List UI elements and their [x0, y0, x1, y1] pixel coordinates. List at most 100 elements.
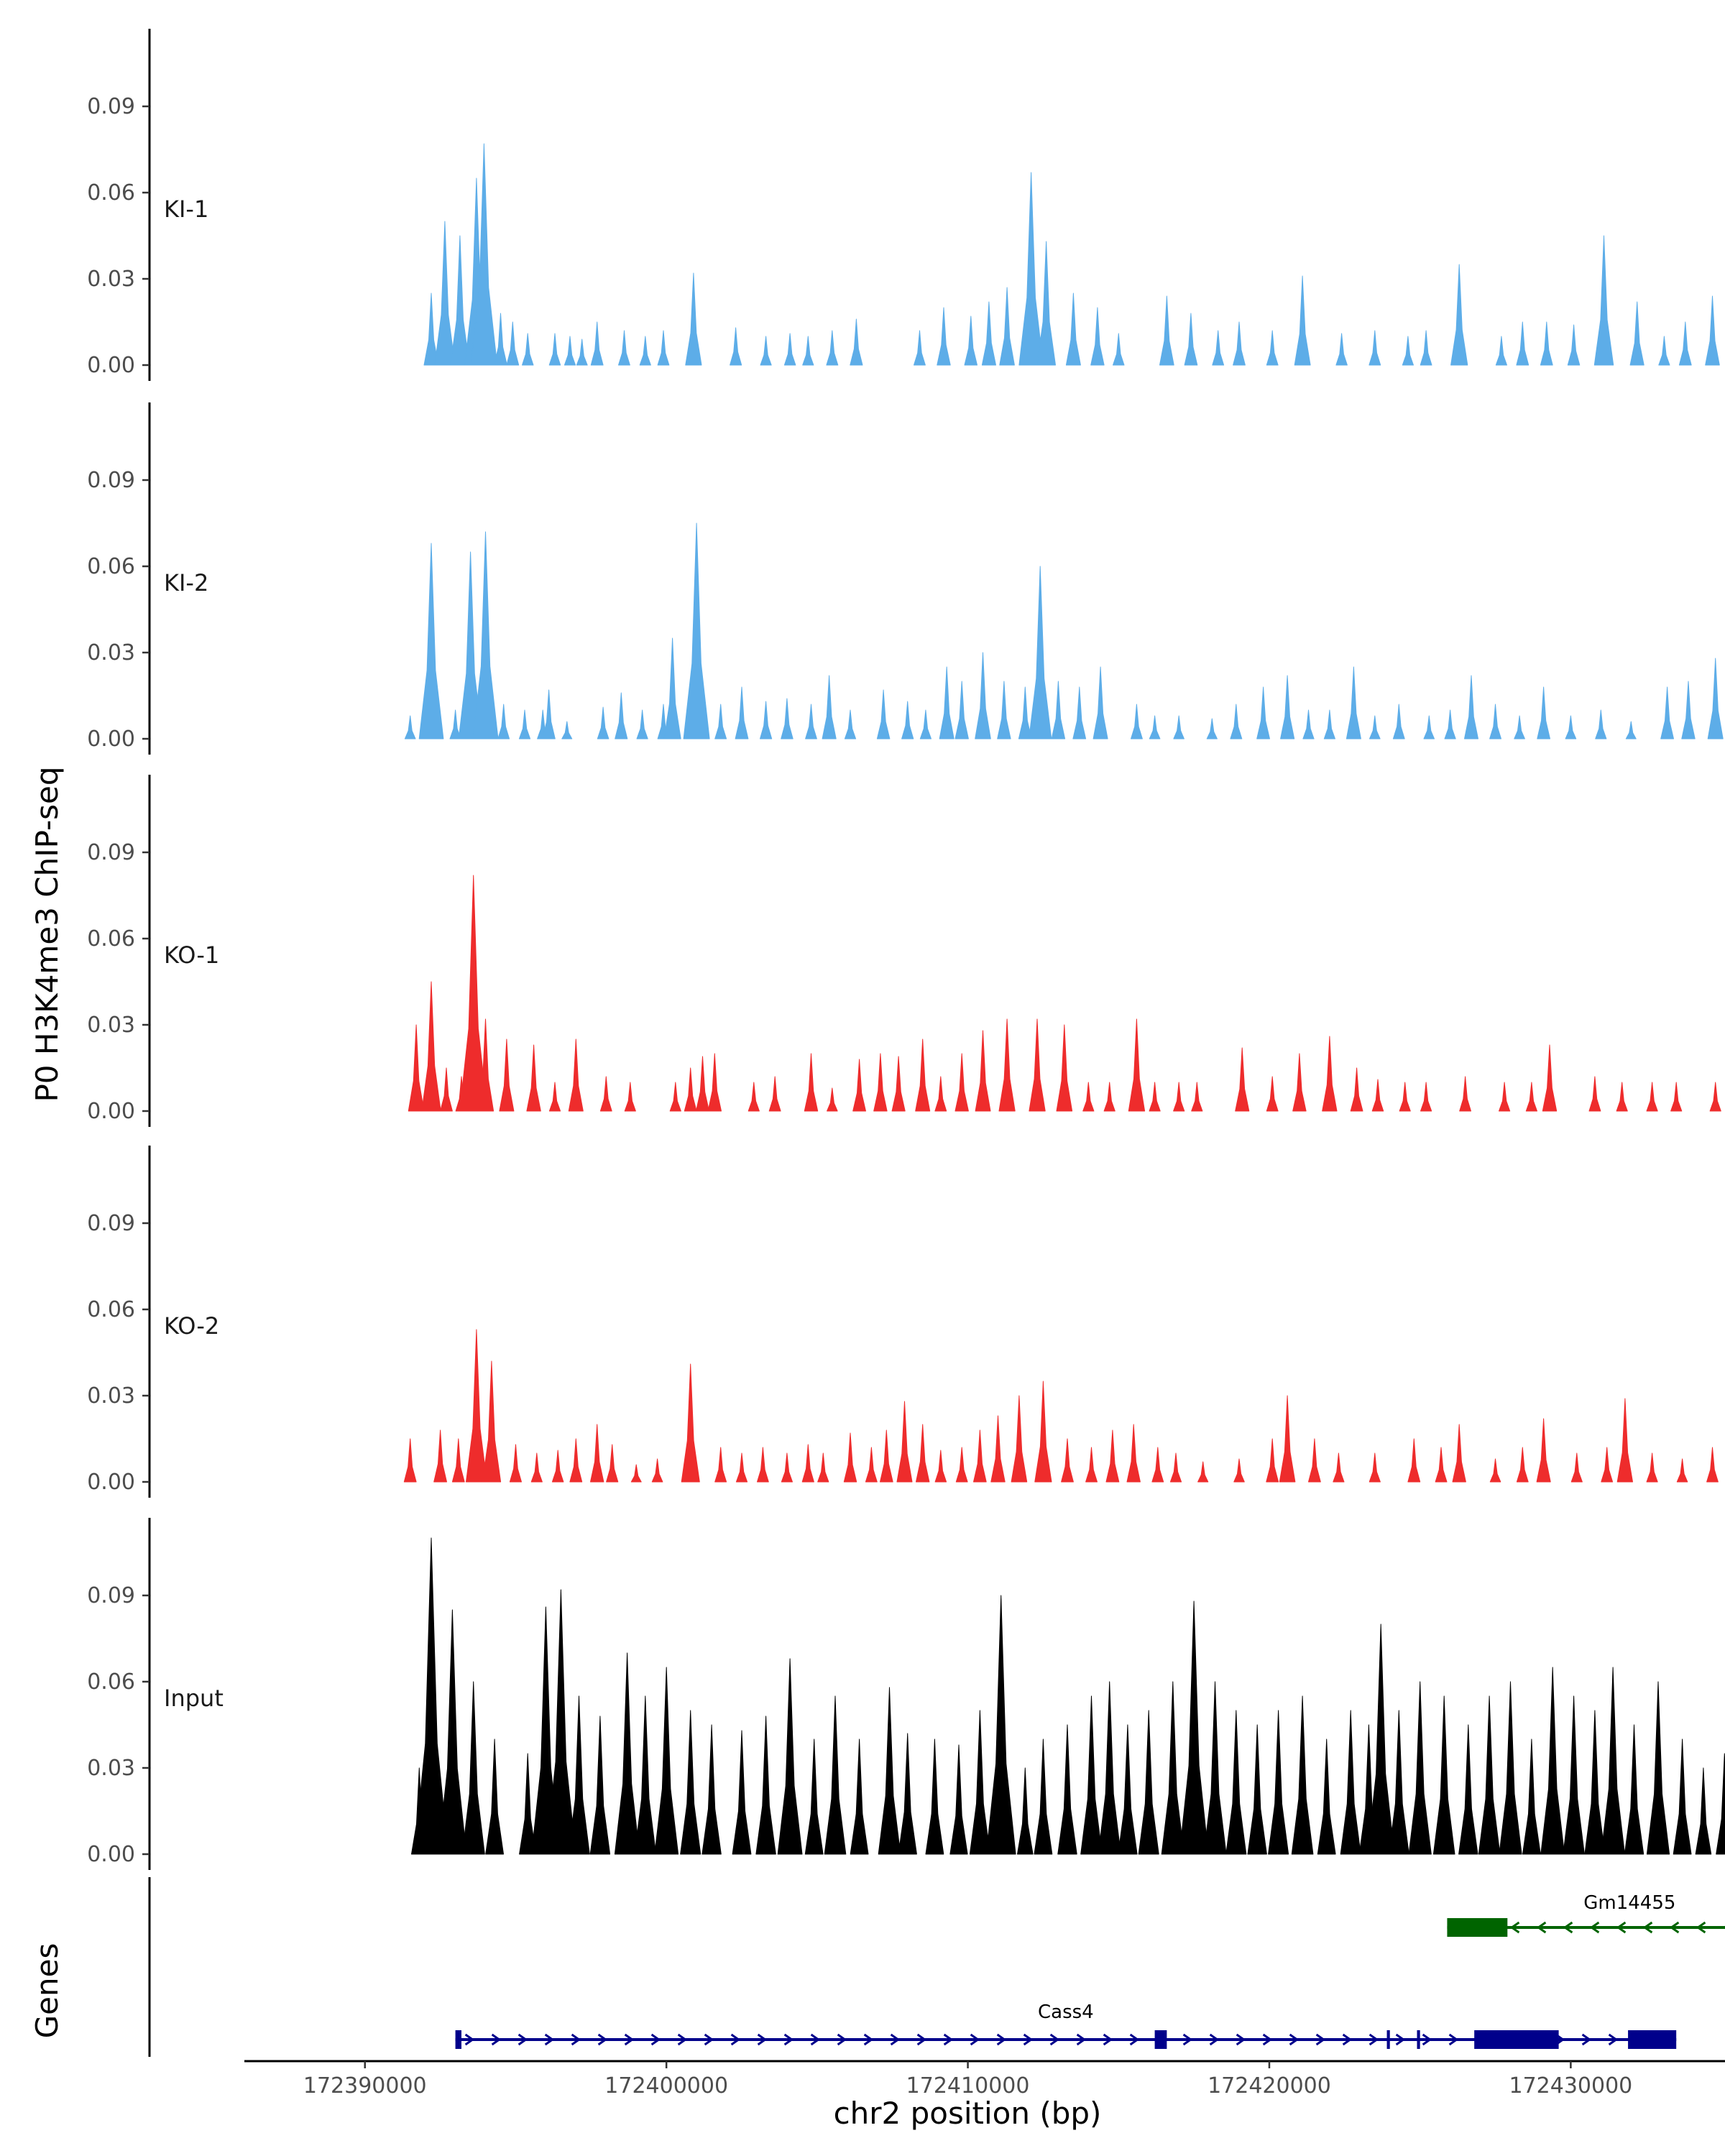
signal-peak: [506, 321, 520, 366]
signal-peak: [1266, 1076, 1279, 1112]
x-tick-label: 172420000: [1208, 2073, 1331, 2099]
strand-arrow: [1289, 2033, 1300, 2046]
signal-peak: [1408, 1681, 1432, 1855]
signal-peak: [1085, 1447, 1098, 1483]
signal-peak: [561, 721, 573, 740]
signal-peak: [1161, 1681, 1184, 1855]
signal-peak: [551, 1450, 564, 1483]
signal-peak: [1203, 1681, 1227, 1855]
signal-peak: [748, 1082, 760, 1112]
signal-peak: [630, 1464, 642, 1483]
signal-peak: [1173, 715, 1184, 740]
signal-peak: [433, 1429, 447, 1483]
signal-peak: [1317, 1738, 1336, 1855]
signal-peak: [438, 1609, 467, 1855]
signal-peak: [804, 1053, 819, 1112]
signal-peak: [1616, 1082, 1628, 1112]
signal-peak: [1625, 721, 1637, 740]
signal-peak: [919, 709, 932, 740]
strand-arrow: [1236, 2033, 1246, 2046]
y-tick-label: 0.06: [87, 180, 135, 206]
signal-peak: [1366, 1623, 1395, 1855]
signal-peak: [1705, 295, 1720, 366]
signal-peak: [482, 1360, 502, 1483]
signal-peak: [1423, 715, 1435, 740]
signal-peak: [878, 1687, 901, 1855]
strand-arrow: [650, 2033, 661, 2046]
exon-block: [1628, 2030, 1677, 2049]
signal-peak: [522, 333, 534, 366]
signal-peak: [1522, 1738, 1541, 1855]
signal-peak: [898, 1733, 917, 1855]
signal-peak: [714, 1447, 727, 1483]
strand-arrow: [1262, 2033, 1273, 2046]
strand-arrow: [863, 2033, 874, 2046]
exon-block: [1417, 2030, 1420, 2049]
signal-peak: [1514, 715, 1525, 740]
signal-peak: [1034, 1738, 1053, 1855]
signal-peak: [1080, 1695, 1103, 1855]
signal-peak: [576, 338, 588, 366]
signal-peak: [1206, 718, 1218, 740]
signal-peak: [975, 652, 991, 740]
signal-peak: [1452, 1424, 1466, 1483]
signal-peak: [684, 1067, 697, 1112]
signal-peak: [1563, 1695, 1585, 1855]
signal-peak: [1169, 1452, 1182, 1483]
signal-peak: [1537, 686, 1550, 740]
strand-arrow: [1448, 2033, 1459, 2046]
signal-peak: [408, 1024, 425, 1112]
signal-peak: [760, 701, 773, 740]
exon-block: [1447, 1918, 1508, 1937]
x-axis-title: chr2 position (bp): [834, 2096, 1102, 2131]
signal-peak: [1368, 330, 1381, 366]
strand-arrow: [1182, 2033, 1193, 2046]
signal-peak: [1029, 1018, 1046, 1112]
signal-peak: [1716, 1753, 1725, 1855]
signal-peak: [915, 1038, 931, 1112]
signal-peak: [1676, 1458, 1688, 1483]
signal-peak: [597, 706, 610, 740]
strand-arrow: [491, 2033, 502, 2046]
signal-peak: [1346, 666, 1361, 740]
signal-peak: [696, 1056, 709, 1112]
signal-peak: [1392, 704, 1405, 740]
y-tick-label: 0.09: [87, 1583, 135, 1608]
signal-peak: [937, 307, 951, 366]
tracks-layer: 0.00 0.03 0.06 0.09 KI-1 0.00 0.03 0.06 0.09 KI-2…: [87, 29, 1725, 1870]
strand-arrow: [890, 2033, 901, 2046]
signal-peak: [1149, 1082, 1161, 1112]
signal-peak: [624, 1082, 636, 1112]
signal-peak: [590, 321, 604, 366]
signal-peak: [852, 1059, 866, 1112]
strand-arrow: [970, 2033, 980, 2046]
track-input: 0.00 0.03 0.06 0.09 Input: [87, 1518, 1725, 1870]
strand-arrow: [1642, 1921, 1653, 1934]
signal-peak: [615, 692, 628, 740]
signal-peak: [680, 1710, 702, 1855]
signal-peak: [418, 543, 444, 740]
signal-peak: [732, 1730, 752, 1855]
signal-peak: [827, 1087, 838, 1112]
signal-peak: [440, 1067, 453, 1112]
signal-peak: [1646, 1681, 1670, 1855]
signal-peak: [1291, 1695, 1314, 1855]
strand-arrow: [1589, 1921, 1600, 1934]
signal-peak: [949, 1744, 968, 1855]
signal-peak: [1126, 1424, 1141, 1483]
signal-peak: [618, 330, 630, 366]
strand-arrow: [1395, 2033, 1406, 2046]
strand-arrow: [1129, 2033, 1140, 2046]
signal-peak: [1629, 301, 1644, 366]
signal-peak: [1388, 1710, 1409, 1855]
signal-peak: [1660, 686, 1674, 740]
strand-arrow: [837, 2033, 847, 2046]
signal-peak: [802, 336, 814, 366]
signal-peak: [681, 1363, 700, 1483]
exon-block: [455, 2030, 461, 2049]
signal-peak: [730, 327, 742, 366]
signal-peak: [1601, 1667, 1625, 1855]
track-ki-1: 0.00 0.03 0.06 0.09 KI-1: [87, 29, 1720, 381]
signal-peak: [1230, 704, 1243, 740]
